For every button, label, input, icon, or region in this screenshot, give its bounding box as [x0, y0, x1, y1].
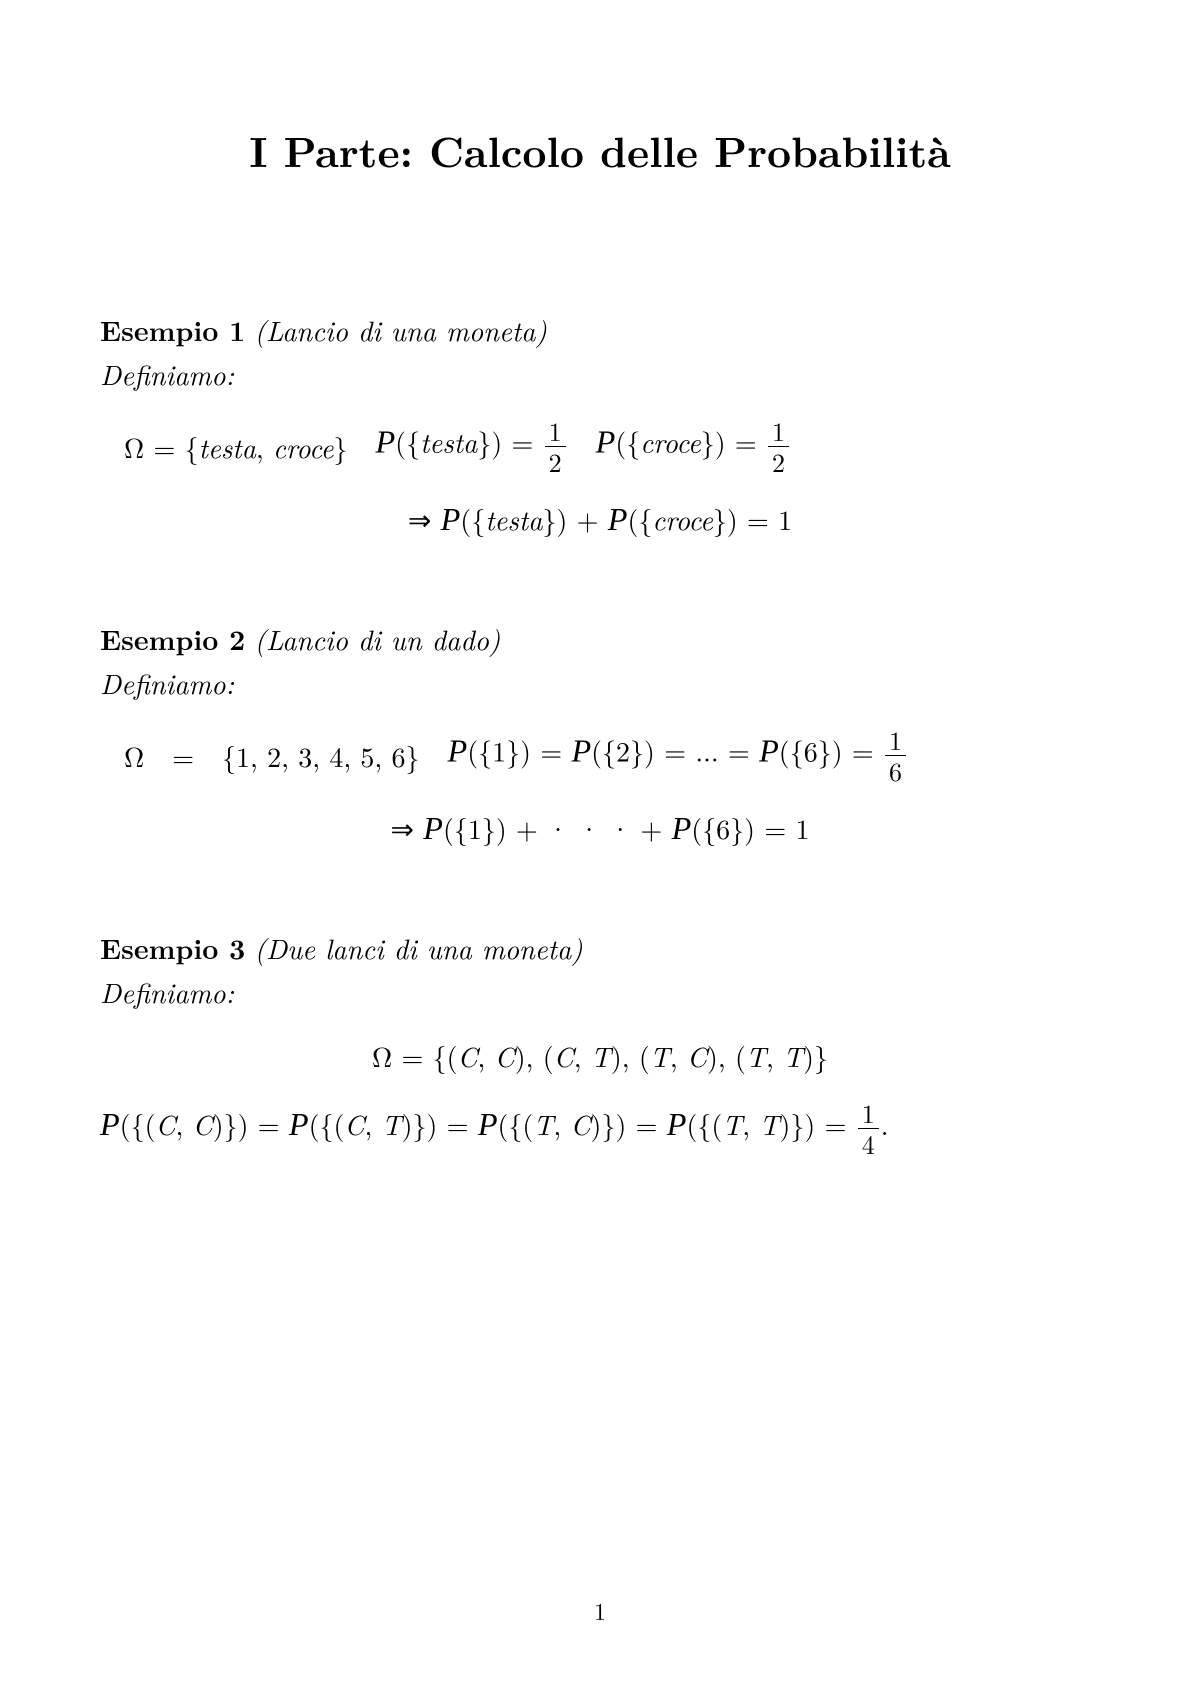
frac-num: 1 [768, 418, 789, 446]
example-2-line1: Ω = {1, 2, 3, 4, 5, 6} P({1}) = P({2}) =… [100, 727, 1100, 784]
example-1-header: Esempio 1 (Lancio di una moneta) [100, 310, 1100, 350]
example-2-name: (Lancio di un dado) [255, 619, 501, 659]
example-1-line2: ⇒ P({testa}) + P({croce}) = 1 [100, 499, 1100, 539]
example-3-header: Esempio 3 (Due lanci di una moneta) [100, 928, 1100, 968]
page-number: 1 [0, 1593, 1200, 1627]
example-3-line1: Ω = {(C, C), (C, T), (T, C), (T, T)} [100, 1036, 1100, 1076]
frac-num: 1 [885, 727, 906, 755]
omega-set: Ω = {testa, croce} [124, 427, 348, 467]
omega-set: Ω = {1, 2, 3, 4, 5, 6} [124, 736, 420, 776]
example-3: Esempio 3 (Due lanci di una moneta) Defi… [100, 928, 1100, 1157]
example-1: Esempio 1 (Lancio di una moneta) Definia… [100, 310, 1100, 539]
example-3-label: Esempio 3 [100, 928, 245, 968]
example-2-label: Esempio 2 [100, 619, 245, 659]
example-1-label: Esempio 1 [100, 310, 245, 350]
frac-num: 1 [858, 1100, 879, 1128]
example-3-name: (Due lanci di una moneta) [255, 928, 583, 968]
example-2: Esempio 2 (Lancio di un dado) Definiamo:… [100, 619, 1100, 848]
example-2-line2: ⇒ P({1}) + · · · + P({6}) = 1 [100, 808, 1100, 848]
example-2-header: Esempio 2 (Lancio di un dado) [100, 619, 1100, 659]
page-title: I Parte: Calcolo delle Probabilità [100, 120, 1100, 180]
example-1-line1: Ω = {testa, croce} P({testa}) = 12 P({cr… [100, 418, 1100, 475]
example-1-lead: Definiamo: [100, 354, 1100, 394]
frac-den: 6 [885, 755, 906, 784]
example-3-line2: P({(C, C)}) = P({(C, T)}) = P({(T, C)}) … [100, 1100, 1100, 1157]
example-3-lead: Definiamo: [100, 972, 1100, 1012]
p-croce: P({croce}) = 12 [596, 418, 791, 475]
example-2-lead: Definiamo: [100, 663, 1100, 703]
frac-den: 4 [858, 1128, 879, 1157]
example-1-name: (Lancio di una moneta) [255, 310, 547, 350]
frac-num: 1 [545, 418, 566, 446]
page: I Parte: Calcolo delle Probabilità Esemp… [0, 0, 1200, 1697]
p-chain: P({1}) = P({2}) = ... = P({6}) = 16 [448, 727, 908, 784]
p-testa: P({testa}) = 12 [376, 418, 568, 475]
tail-period: . [881, 1104, 889, 1144]
frac-den: 2 [768, 446, 789, 475]
frac-den: 2 [545, 446, 566, 475]
